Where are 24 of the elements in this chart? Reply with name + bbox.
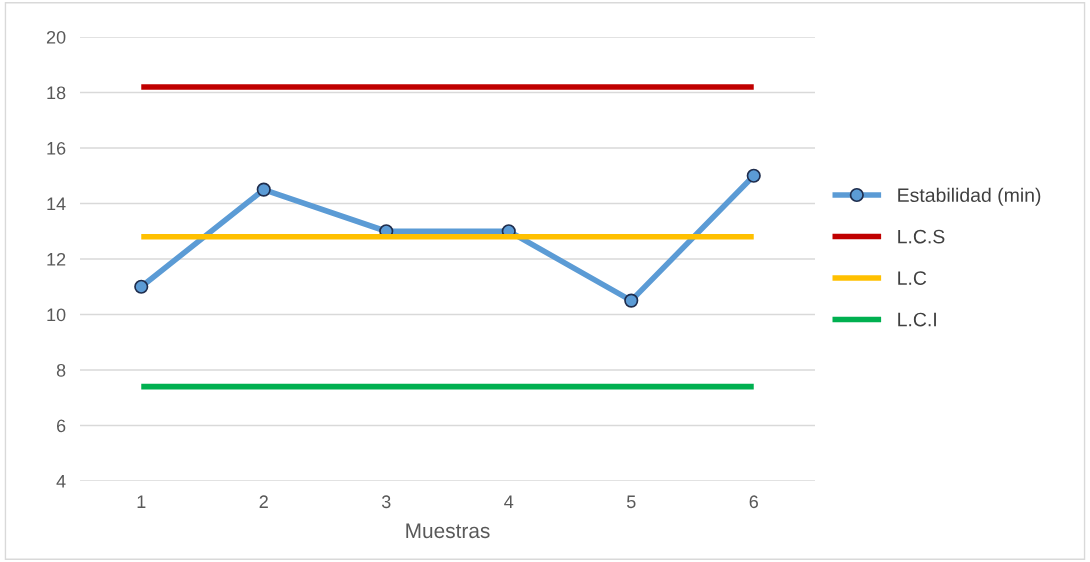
x-tick-label: 5 — [626, 495, 636, 509]
y-tick-label: 20 — [46, 30, 66, 44]
y-tick-label: 18 — [47, 86, 66, 100]
point — [624, 293, 639, 308]
legend-label: Estabilidad (min) — [898, 187, 1041, 206]
point — [134, 279, 149, 294]
legend-label: L.C — [898, 271, 927, 285]
y-tick-label: 14 — [47, 197, 66, 211]
x-axis-title: Muestras — [406, 523, 490, 539]
x-tick-label: 1 — [137, 495, 146, 508]
y-tick-label: 4 — [56, 475, 66, 488]
legend-label: L.C.S — [898, 229, 945, 244]
legend-label: L.C.I — [898, 312, 936, 327]
y-tick-label: 16 — [47, 141, 66, 155]
x-tick-label: 6 — [749, 495, 758, 509]
point — [746, 168, 761, 183]
point — [256, 182, 271, 197]
x-tick-label: 3 — [381, 495, 391, 509]
y-tick-label: 10 — [47, 308, 66, 322]
y-tick-label: 12 — [47, 252, 66, 266]
y-tick-label: 8 — [56, 363, 66, 377]
x-tick-label: 4 — [504, 495, 514, 508]
y-tick-label: 6 — [56, 419, 66, 433]
x-tick-label: 2 — [259, 495, 268, 508]
